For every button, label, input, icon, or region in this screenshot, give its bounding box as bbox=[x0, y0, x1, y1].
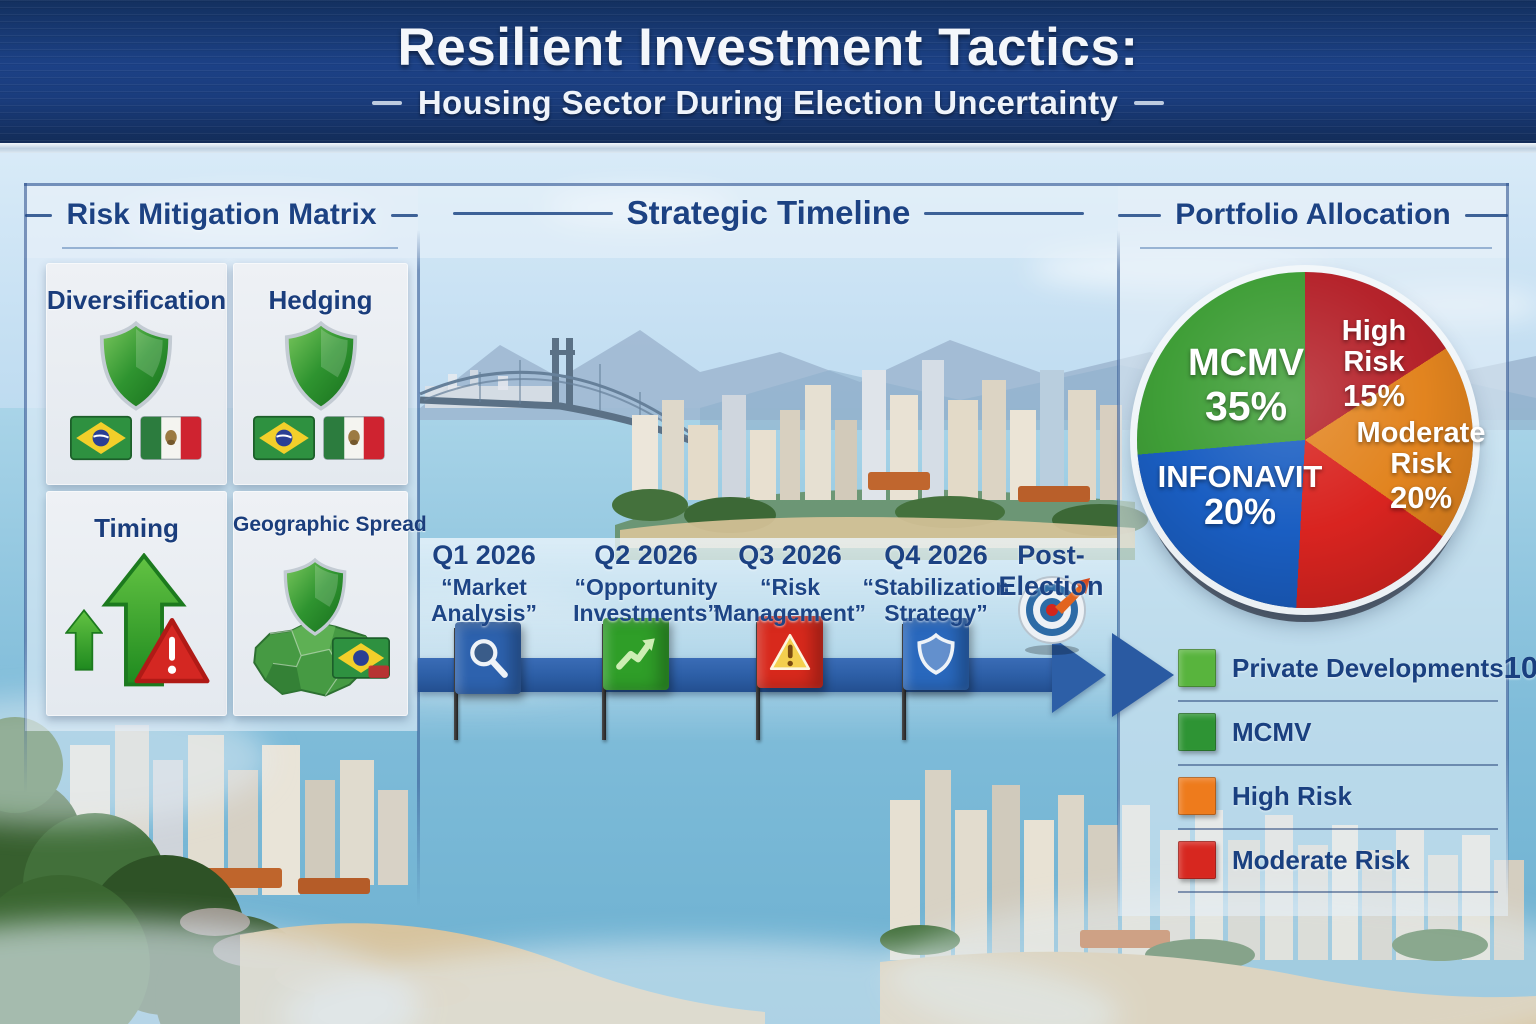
milestone-label: “Opportunity Investments” bbox=[573, 574, 719, 626]
subtitle-row: Housing Sector During Election Uncertain… bbox=[371, 83, 1165, 122]
main-subtitle: Housing Sector During Election Uncertain… bbox=[417, 83, 1119, 121]
portfolio-section-header: Portfolio Allocation bbox=[1118, 198, 1508, 232]
milestone-q2: Q2 2026 “Opportunity Investments” bbox=[551, 540, 741, 626]
header-dash bbox=[452, 211, 613, 215]
legend-separator bbox=[1178, 891, 1498, 893]
quadrant-label: Geographic Spread bbox=[233, 513, 427, 536]
pie-chart bbox=[1137, 272, 1473, 608]
milestone-flag-q3 bbox=[757, 616, 823, 688]
milestone-flag-q4 bbox=[903, 618, 969, 690]
subtitle-dash-right bbox=[1134, 100, 1165, 105]
quadrant-label: Timing bbox=[94, 513, 179, 543]
portfolio-title: Portfolio Allocation bbox=[1175, 198, 1451, 231]
portfolio-header-underline bbox=[1140, 247, 1492, 249]
post-election-target bbox=[1012, 572, 1092, 656]
milestone-q4: Q4 2026 “Stabilization Strategy” bbox=[846, 540, 1026, 626]
mexico-flag-icon bbox=[323, 416, 385, 460]
legend-swatch bbox=[1178, 713, 1216, 751]
trend-up-icon bbox=[616, 638, 655, 670]
timeline-arrowhead-2 bbox=[1112, 633, 1174, 717]
green-shield-icon bbox=[284, 321, 358, 411]
timeline-arrowhead bbox=[1052, 637, 1106, 713]
pie-label-infonavit: INFONAVIT 20% bbox=[1157, 459, 1323, 533]
frame-border-left bbox=[24, 183, 27, 793]
green-shield-icon bbox=[283, 557, 347, 636]
milestone-quarter: Q2 2026 bbox=[594, 540, 698, 570]
green-shield-icon bbox=[99, 321, 173, 411]
warning-icon bbox=[769, 633, 811, 671]
milestone-quarter: Q3 2026 bbox=[738, 540, 842, 570]
quadrant-diversification: Diversification bbox=[46, 263, 227, 485]
warning-triangle-icon bbox=[134, 618, 210, 684]
banner-bottom-strip bbox=[0, 143, 1536, 153]
milestone-quarter: Q1 2026 bbox=[432, 540, 536, 570]
legend-separator bbox=[1178, 764, 1498, 766]
matrix-title: Risk Mitigation Matrix bbox=[66, 198, 377, 231]
shield-icon bbox=[917, 632, 955, 675]
matrix-header-underline bbox=[62, 247, 398, 249]
quadrant-label: Diversification bbox=[46, 285, 227, 315]
milestone-flag-q1 bbox=[455, 622, 521, 694]
legend-item-high-risk: High Risk bbox=[1178, 774, 1500, 818]
header-dash bbox=[1464, 213, 1508, 217]
section-divider-left bbox=[417, 230, 420, 906]
up-arrow-large-icon bbox=[101, 553, 187, 687]
timeline-title: Strategic Timeline bbox=[626, 194, 911, 231]
pie-label-high-risk: High Risk 15% bbox=[1341, 315, 1407, 413]
timeline-section-header: Strategic Timeline bbox=[420, 194, 1117, 232]
frame-border-top bbox=[24, 183, 1509, 186]
legend-swatch bbox=[1178, 649, 1216, 687]
quadrant-hedging: Hedging bbox=[233, 263, 408, 485]
brazil-flag-icon bbox=[70, 415, 132, 461]
pie-label-moderate-risk: Moderate Risk 20% bbox=[1356, 417, 1486, 515]
legend-separator bbox=[1178, 828, 1498, 830]
milestone-q1: Q1 2026 “Market Analysis” bbox=[399, 540, 569, 626]
header-dash bbox=[1118, 213, 1162, 217]
legend-swatch bbox=[1178, 841, 1216, 879]
milestone-flag-q2 bbox=[603, 618, 669, 690]
section-divider-right bbox=[1117, 230, 1120, 922]
legend-item-mcmv: MCMV bbox=[1178, 710, 1500, 754]
frame-border-right bbox=[1506, 183, 1509, 898]
quadrant-label: Hedging bbox=[268, 285, 373, 315]
header-banner: Resilient Investment Tactics: Housing Se… bbox=[0, 0, 1536, 143]
header-dash bbox=[25, 213, 53, 217]
milestone-label: “Risk Management” bbox=[713, 574, 867, 626]
matrix-section-header: Risk Mitigation Matrix bbox=[25, 198, 418, 232]
legend-separator bbox=[1178, 700, 1498, 702]
milestone-label: “Stabilization Strategy” bbox=[862, 574, 1010, 626]
milestone-q3: Q3 2026 “Risk Management” bbox=[700, 540, 880, 626]
mexico-flag-icon bbox=[140, 416, 202, 460]
target-icon bbox=[1018, 576, 1090, 655]
quadrant-geographic-spread: Geographic Spread bbox=[233, 491, 427, 716]
header-dash bbox=[390, 213, 418, 217]
subtitle-dash-left bbox=[371, 100, 402, 105]
milestone-quarter: Q4 2026 bbox=[884, 540, 988, 570]
magnifier-icon bbox=[470, 639, 508, 678]
header-dash bbox=[924, 211, 1085, 215]
legend-swatch bbox=[1178, 777, 1216, 815]
legend-item-moderate-risk: Moderate Risk bbox=[1178, 838, 1500, 882]
brazil-flag-icon bbox=[253, 415, 315, 461]
pie-label-mcmv: MCMV 35% bbox=[1187, 342, 1305, 430]
legend-item-private-developments: Private Developments 10% bbox=[1178, 646, 1536, 690]
brazil-flag-icon bbox=[332, 637, 390, 679]
milestone-label: “Market Analysis” bbox=[430, 574, 538, 626]
milestone-post-election: Post-Election bbox=[966, 540, 1136, 602]
quadrant-timing: Timing bbox=[46, 491, 227, 716]
main-title: Resilient Investment Tactics: bbox=[397, 18, 1139, 78]
up-arrow-small-icon bbox=[65, 608, 103, 671]
milestone-quarter: Post-Election bbox=[998, 540, 1104, 601]
